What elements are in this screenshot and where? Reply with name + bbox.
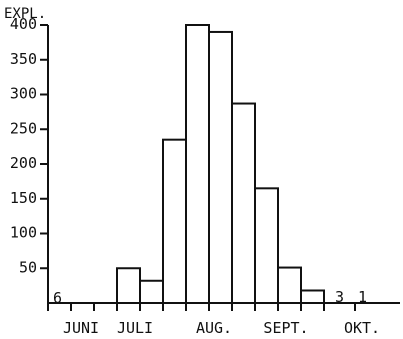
value-label-0: 6 bbox=[53, 289, 62, 307]
y-tick-label-100: 100 bbox=[10, 224, 37, 242]
x-ticks-group: JUNI JULI AUG. SEPT. OKT. bbox=[47, 303, 380, 337]
y-axis-label: EXPL. bbox=[4, 6, 46, 22]
bar-3 bbox=[116, 267, 141, 304]
bar-4 bbox=[139, 279, 164, 305]
bar-10 bbox=[277, 266, 302, 304]
x-tick-label-3: SEPT. bbox=[263, 319, 308, 337]
y-tick-label-400: 400 bbox=[10, 15, 37, 33]
y-tick-label-50: 50 bbox=[19, 258, 37, 276]
bar-7 bbox=[208, 30, 233, 304]
x-tick-label-0: JUNI bbox=[63, 319, 99, 337]
bar-5 bbox=[162, 138, 187, 304]
y-tick-label-300: 300 bbox=[10, 85, 37, 103]
bar-11 bbox=[300, 289, 325, 304]
x-tick-label-1: JULI bbox=[117, 319, 153, 337]
bar-9 bbox=[254, 187, 279, 304]
x-tick-label-2: AUG. bbox=[196, 319, 232, 337]
y-tick-label-250: 250 bbox=[10, 119, 37, 137]
y-ticks-group: 50 100 150 200 250 300 350 400 bbox=[10, 15, 48, 276]
bar-6 bbox=[185, 24, 210, 304]
value-label-12: 3 bbox=[335, 288, 344, 306]
x-tick-label-4: OKT. bbox=[344, 319, 380, 337]
bars-group bbox=[116, 24, 325, 305]
y-tick-label-150: 150 bbox=[10, 189, 37, 207]
y-tick-label-200: 200 bbox=[10, 154, 37, 172]
bar-8 bbox=[231, 102, 256, 304]
value-label-13: 1 bbox=[358, 288, 367, 306]
y-tick-label-350: 350 bbox=[10, 50, 37, 68]
